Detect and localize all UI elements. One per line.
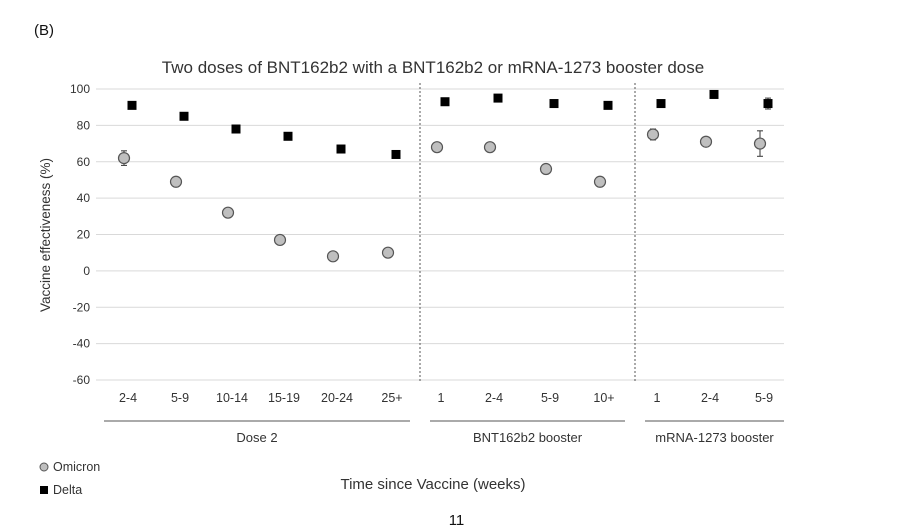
delta-point [336,144,346,154]
omicron-point [326,250,340,263]
omicron-point [539,162,553,176]
legend-marker-omicron [39,462,49,472]
y-tick-label: 0 [83,264,90,278]
group-label: Dose 2 [236,430,277,445]
x-tick-label: 1 [654,391,661,405]
x-tick-label: 10-14 [216,391,248,405]
delta-point [283,131,293,141]
panel-label: (B) [34,22,54,39]
delta-point [440,97,450,107]
group-label: BNT162b2 booster [473,430,583,445]
delta-point [656,99,666,109]
omicron-point [646,128,660,141]
omicron-point [430,141,444,154]
delta-point [179,111,189,121]
delta-point [231,124,241,134]
delta-point [391,149,401,159]
legend-label: Omicron [53,460,100,474]
legend-label: Delta [53,483,82,497]
x-tick-label: 5-9 [541,391,559,405]
x-tick-label: 15-19 [268,391,300,405]
x-tick-label: 5-9 [171,391,189,405]
y-tick-label: 80 [77,118,91,132]
group-label: mRNA-1273 booster [655,430,774,445]
y-tick-label: -60 [73,373,91,387]
y-tick-label: 60 [77,155,91,169]
x-tick-label: 5-9 [755,391,773,405]
legend-marker-delta [40,486,48,494]
omicron-point [273,233,287,247]
x-tick-label: 2-4 [119,391,137,405]
x-tick-label: 2-4 [701,391,719,405]
delta-point [603,100,613,110]
page-number: 11 [448,512,465,529]
delta-point [493,93,503,103]
omicron-point [483,141,497,154]
x-tick-label: 20-24 [321,391,353,405]
delta-point [763,99,773,109]
y-axis-label: Vaccine effectiveness (%) [38,158,53,312]
omicron-point [699,135,713,148]
delta-point [709,89,719,99]
data-marks [117,89,773,263]
x-axis-label: Time since Vaccine (weeks) [340,476,525,493]
x-tick-label: 2-4 [485,391,503,405]
omicron-point [117,152,131,165]
delta-point [127,100,137,110]
omicron-point [593,175,607,188]
x-tick-label: 25+ [381,391,402,405]
y-tick-label: -40 [73,337,91,351]
omicron-point [753,137,767,150]
y-tick-label: 100 [70,82,90,96]
y-tick-label: 40 [77,191,91,205]
omicron-point [221,206,235,219]
omicron-point [381,246,395,259]
legend: Omicron Delta [39,460,100,497]
grid-lines: -60 -40 -20 0 20 40 60 80 100 2-4 5-9 10-14 15-19 20-… [70,82,784,445]
y-tick-label: -20 [73,300,91,314]
chart-title: Two doses of BNT162b2 with a BNT162b2 or… [162,58,704,77]
x-tick-label: 1 [438,391,445,405]
omicron-point [169,175,183,188]
x-tick-label: 10+ [593,391,614,405]
y-tick-label: 20 [77,228,91,242]
delta-point [549,99,559,109]
